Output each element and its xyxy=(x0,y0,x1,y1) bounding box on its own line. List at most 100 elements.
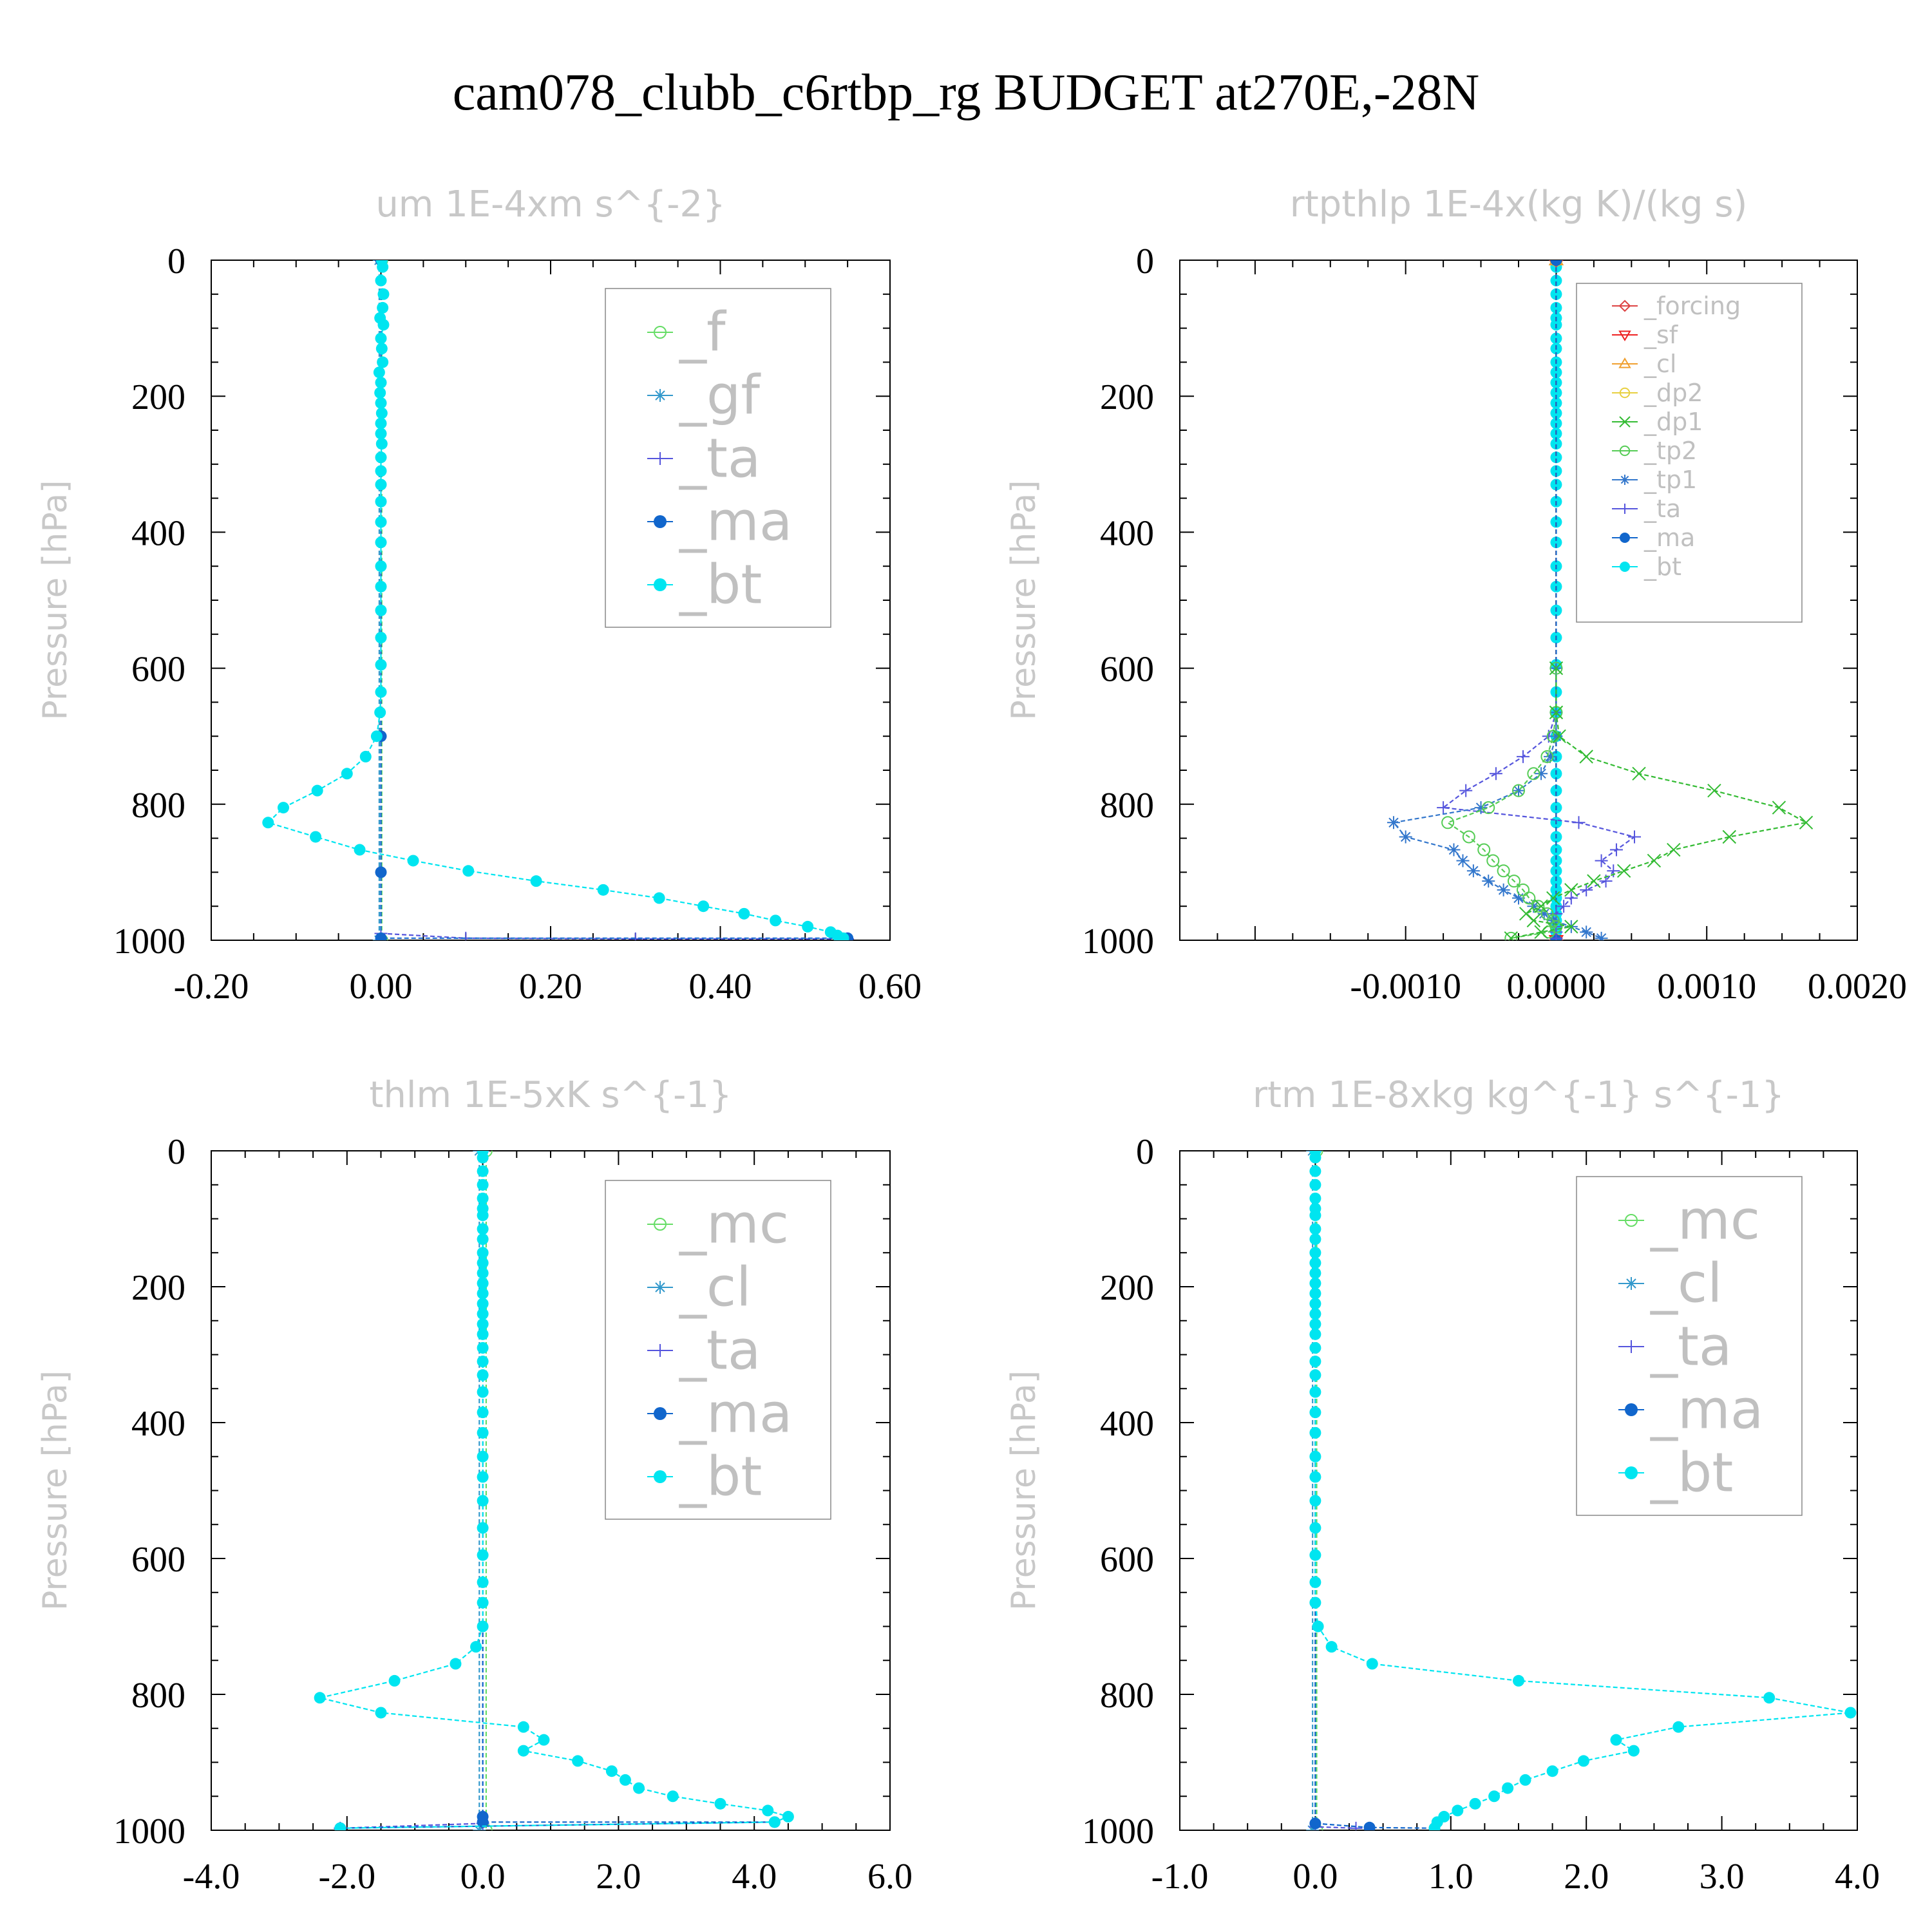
panel-title: thlm 1E-5xK s^{-1} xyxy=(369,1074,732,1116)
data-point-ta xyxy=(1572,816,1586,829)
data-point-bt xyxy=(375,397,387,409)
data-point-dp1 xyxy=(1799,815,1814,830)
data-point-ma xyxy=(1550,260,1562,266)
legend-marker xyxy=(654,578,667,591)
legend-label: _f xyxy=(679,301,727,364)
legend-label: _gf xyxy=(679,364,761,427)
y-tick-label: 1000 xyxy=(113,922,185,961)
legend-label: _ma xyxy=(1643,524,1695,552)
data-point-bt xyxy=(1550,438,1562,450)
panel-title: rtm 1E-8xkg kg^{-1} s^{-1} xyxy=(1253,1074,1785,1116)
data-point-bt xyxy=(1550,784,1562,797)
data-point-ma xyxy=(477,1816,489,1828)
y-tick-label: 600 xyxy=(131,1540,185,1580)
legend-marker xyxy=(1618,299,1631,312)
data-point-bt xyxy=(354,844,366,856)
data-point-bt xyxy=(1550,451,1562,464)
x-tick-label: -0.0010 xyxy=(1350,967,1461,1007)
data-point-bt xyxy=(375,516,387,528)
legend-label: _mc xyxy=(679,1193,789,1256)
panel-4: rtm 1E-8xkg kg^{-1} s^{-1} Pressure [hPa]… xyxy=(1005,1074,1880,1897)
x-tick-label: 2.0 xyxy=(1564,1857,1609,1897)
data-point-tp2 xyxy=(1527,767,1540,781)
data-point-tp1 xyxy=(1456,854,1470,867)
data-point-bt xyxy=(738,907,750,920)
data-point-bt xyxy=(377,261,389,273)
data-point-bt xyxy=(802,920,814,933)
data-point-dp1 xyxy=(1549,661,1564,676)
data-point-bt xyxy=(1309,1328,1321,1340)
data-point-tp2 xyxy=(1522,891,1536,905)
data-point-bt xyxy=(375,536,387,549)
data-point-tp2 xyxy=(1512,784,1525,797)
y-tick-label: 800 xyxy=(131,786,185,826)
x-tick-label: 2.0 xyxy=(596,1857,641,1897)
y-tick-label: 400 xyxy=(131,513,185,553)
legend-marker xyxy=(654,452,667,465)
legend-label: _tp1 xyxy=(1643,466,1697,494)
data-point-bt xyxy=(1309,1386,1321,1398)
data-point-bt xyxy=(1309,1257,1321,1269)
data-point-bt xyxy=(1309,1165,1321,1177)
x-tick-label: -0.20 xyxy=(174,967,249,1007)
data-point-bt xyxy=(1309,1341,1321,1354)
legend-label: _ta xyxy=(1650,1315,1732,1378)
data-point-bt xyxy=(375,495,387,507)
data-point-bt xyxy=(375,632,387,644)
data-point-bt xyxy=(477,1151,489,1164)
data-point-bt xyxy=(373,366,385,379)
data-point-bt xyxy=(1309,1369,1321,1381)
data-point-bt xyxy=(375,465,387,477)
data-point-bt xyxy=(1550,288,1562,300)
data-point-ma xyxy=(1309,1817,1321,1830)
data-point-bt xyxy=(477,1223,489,1235)
data-point-bt xyxy=(1550,536,1562,549)
data-point-bt xyxy=(477,1192,489,1204)
data-point-bt xyxy=(837,932,849,940)
data-point-bt xyxy=(605,1765,618,1777)
panel-title: um 1E-4xm s^{-2} xyxy=(375,184,725,225)
data-point-bt xyxy=(1309,1308,1321,1320)
data-point-bt xyxy=(1309,1356,1321,1368)
data-point-dp1 xyxy=(1616,864,1631,878)
data-point-bt xyxy=(375,686,387,698)
legend-label: _forcing xyxy=(1643,292,1741,320)
data-point-dp1 xyxy=(1534,899,1548,913)
data-point-bt xyxy=(375,1707,387,1719)
series-line-tp2 xyxy=(1446,668,1557,939)
legend-marker xyxy=(654,515,667,528)
data-point-bt xyxy=(1309,1233,1321,1245)
data-point-bt xyxy=(1309,1426,1321,1439)
data-point-bt xyxy=(1309,1406,1321,1419)
x-tick-label: 0.40 xyxy=(689,967,752,1007)
y-tick-label: 0 xyxy=(1136,1132,1154,1172)
data-point-bt xyxy=(477,1450,489,1463)
legend-label: _ta xyxy=(1643,495,1681,523)
data-point-bt xyxy=(477,1356,489,1368)
data-point-bt xyxy=(359,750,372,762)
data-point-bt xyxy=(310,831,322,843)
series-line-ma xyxy=(340,1151,775,1829)
data-point-bt xyxy=(1309,1209,1321,1222)
legend-label: _ta xyxy=(679,1319,761,1382)
data-point-bt xyxy=(477,1179,489,1191)
panels-group: um 1E-4xm s^{-2} Pressure [hPa] 0 200 400 600… xyxy=(36,184,1907,1897)
data-point-bt xyxy=(1309,1267,1321,1279)
data-point-bt xyxy=(1309,1151,1321,1164)
legend-label: _dp1 xyxy=(1643,408,1703,436)
legend-label: _cl xyxy=(679,1256,752,1319)
series-group xyxy=(1306,1151,1857,1830)
data-point-bt xyxy=(782,1810,794,1823)
legend-marker xyxy=(654,326,667,339)
legend-marker xyxy=(654,1218,667,1231)
data-point-bt xyxy=(1550,516,1562,528)
legend-marker xyxy=(1620,533,1630,543)
data-point-tp1 xyxy=(1387,816,1400,829)
data-point-bt xyxy=(517,1745,529,1757)
data-point-bt xyxy=(477,1386,489,1398)
data-point-bt xyxy=(1469,1797,1481,1810)
series-group xyxy=(1387,260,1814,940)
data-point-bt xyxy=(407,855,419,867)
data-point-bt xyxy=(530,875,542,887)
data-point-tp1 xyxy=(1527,900,1540,913)
